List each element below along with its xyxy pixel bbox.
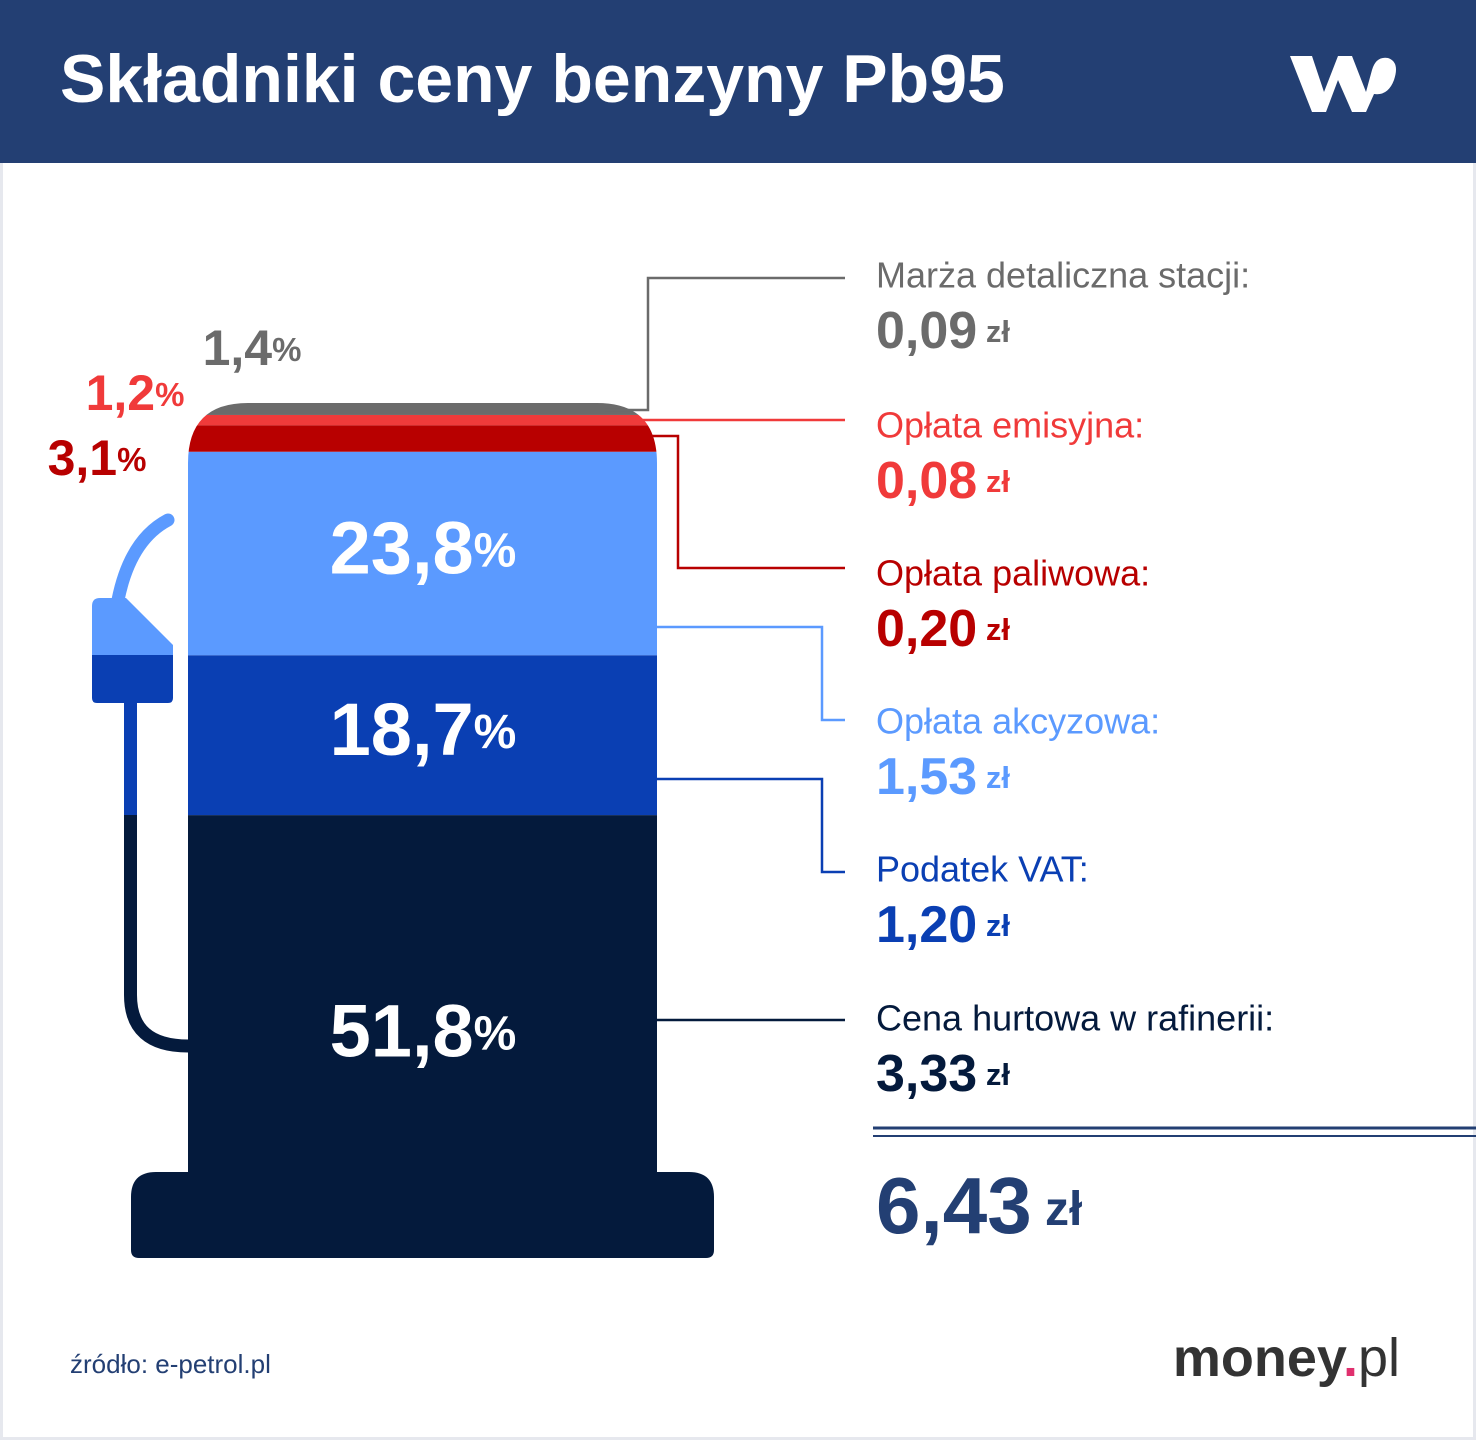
amount-label: 0,09 zł [876,302,1010,360]
brand: money.pl [1173,1328,1400,1388]
legend-name: Opłata akcyzowa: [876,701,1160,742]
connector [645,434,845,570]
amount-label: 1,20 zł [876,896,1010,954]
pump-body [131,403,714,1258]
chart-title: Składniki ceny benzyny Pb95 [60,41,1005,117]
segment [131,425,714,452]
percent-label: 1,2% [86,365,185,421]
percent-label: 23,8% [330,506,517,589]
header [0,0,1476,163]
percent-label: 18,7% [330,688,517,771]
connector [605,276,845,412]
segment [131,403,714,415]
legend-name: Podatek VAT: [876,849,1089,890]
percent-label: 3,1% [48,430,147,486]
connector [657,625,845,722]
amount-label: 0,08 zł [876,452,1010,510]
segment [131,815,714,1258]
amount-label: 0,20 zł [876,600,1010,658]
source: źródło: e-petrol.pl [70,1349,271,1379]
hose-middle [124,703,137,815]
amount-label: 3,33 zł [876,1045,1010,1103]
segment [131,414,714,426]
connectors [605,276,845,1022]
total: 6,43 zł [876,1161,1082,1250]
hose-top [111,513,175,607]
segment [131,451,714,656]
percent-label: 51,8% [330,989,517,1072]
connector [657,777,845,874]
wp-logo [1290,56,1396,112]
percent-label: 1,4% [203,320,302,376]
hose-bottom [124,815,189,1053]
legend-name: Opłata emisyjna: [876,405,1144,446]
nozzle-top [92,598,173,655]
nozzle-bottom [92,655,173,703]
legend-name: Cena hurtowa w rafinerii: [876,998,1274,1039]
legend-name: Opłata paliwowa: [876,553,1150,594]
amount-label: 1,53 zł [876,748,1010,806]
legend-name: Marża detaliczna stacji: [876,255,1250,296]
segment [131,655,714,816]
